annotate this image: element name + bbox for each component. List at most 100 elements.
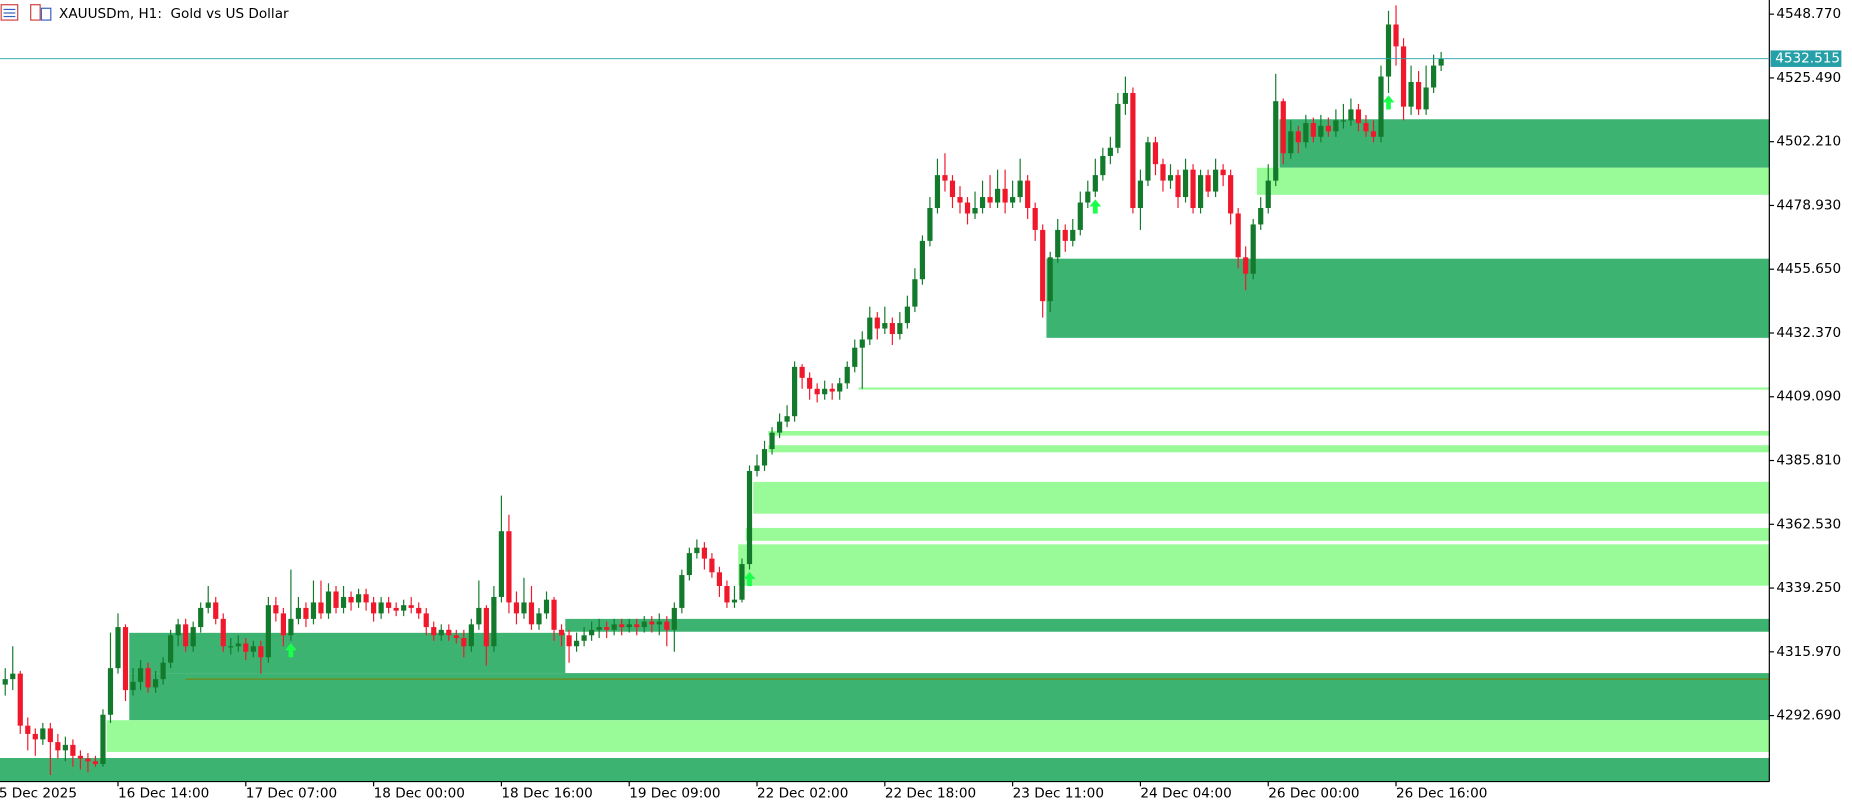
candle-body xyxy=(318,602,324,614)
toolbar-icons xyxy=(0,4,52,21)
candle-body xyxy=(1040,229,1046,302)
candle-body xyxy=(664,621,670,630)
candle-body xyxy=(461,638,467,647)
candle-body xyxy=(837,383,843,392)
candle-body xyxy=(589,629,595,636)
x-tick-label: 18 Dec 16:00 xyxy=(501,785,592,801)
candle-body xyxy=(1047,257,1053,302)
candle-body xyxy=(453,635,459,639)
y-tick-label: 4385.810 xyxy=(1776,453,1841,469)
zone xyxy=(738,544,1770,586)
candle-body xyxy=(220,618,226,647)
candle-body xyxy=(1431,65,1437,88)
candle-body xyxy=(882,323,888,329)
candle-body xyxy=(483,607,489,647)
candle-body xyxy=(408,605,414,608)
candle-body xyxy=(468,624,474,647)
candle-body xyxy=(280,613,286,636)
candle-body xyxy=(1167,175,1174,181)
candle-body xyxy=(1378,76,1384,137)
candle-body xyxy=(573,640,580,647)
candle-body xyxy=(686,553,692,576)
candle-body xyxy=(731,599,738,603)
candle-body xyxy=(431,627,437,636)
candle-body xyxy=(498,531,505,597)
candle-body xyxy=(506,531,512,603)
y-tick-label: 4409.090 xyxy=(1776,389,1841,405)
y-tick-label: 4478.930 xyxy=(1776,197,1841,213)
y-tick-label: 4432.370 xyxy=(1776,325,1841,341)
candle-body xyxy=(1137,180,1144,209)
candle-body xyxy=(423,613,429,628)
candle-body xyxy=(1280,101,1286,154)
candle-body xyxy=(634,624,640,628)
zone xyxy=(1279,119,1770,168)
candle-body xyxy=(1243,257,1249,274)
candle-body xyxy=(829,388,835,392)
candle-body xyxy=(17,673,23,726)
candle-body xyxy=(799,366,805,378)
zone xyxy=(753,481,1770,514)
x-tick-label: 22 Dec 02:00 xyxy=(757,785,848,801)
candle-body xyxy=(716,572,723,586)
candle-body xyxy=(1213,169,1219,192)
candle-body xyxy=(1363,123,1369,132)
buy-signal xyxy=(1382,95,1395,110)
candle-body xyxy=(175,624,181,636)
y-tick-label: 4362.530 xyxy=(1776,516,1841,532)
candle-body xyxy=(77,755,84,759)
x-tick-label: 15 Dec 2025 xyxy=(0,785,77,801)
candle-body xyxy=(355,594,362,603)
candle-body xyxy=(393,607,399,611)
icon xyxy=(0,4,19,21)
candle-body xyxy=(491,596,497,647)
candle-body xyxy=(1333,120,1339,132)
candle-body xyxy=(85,758,91,762)
candle-body xyxy=(919,240,926,280)
candle-body xyxy=(611,624,617,630)
candle-body xyxy=(160,662,166,680)
candle-body xyxy=(363,594,369,603)
candle-body xyxy=(2,679,8,685)
candle-body xyxy=(446,629,452,636)
candle-body xyxy=(1130,92,1136,209)
candle-body xyxy=(987,197,993,203)
candle-body xyxy=(1055,229,1061,258)
y-tick-label: 4502.210 xyxy=(1776,134,1841,150)
candle-body xyxy=(1340,120,1347,122)
zone xyxy=(745,527,1770,541)
candle-body xyxy=(709,558,715,573)
x-tick-label: 16 Dec 14:00 xyxy=(118,785,209,801)
candle-body xyxy=(814,388,820,395)
candle-body xyxy=(927,208,933,241)
x-tick-label: 24 Dec 04:00 xyxy=(1140,785,1231,801)
candle-body xyxy=(273,605,279,614)
y-tick-label: 4548.770 xyxy=(1776,6,1841,22)
candle-body xyxy=(746,470,753,565)
x-tick-label: 26 Dec 00:00 xyxy=(1268,785,1359,801)
candle-body xyxy=(1295,131,1301,143)
last-price-box xyxy=(1770,50,1842,67)
candle-body xyxy=(581,635,587,641)
candle-body xyxy=(1265,180,1271,209)
candle-body xyxy=(724,585,730,603)
candle-body xyxy=(994,188,1001,203)
candle-body xyxy=(957,197,963,203)
zone xyxy=(1256,167,1770,195)
icon xyxy=(30,4,41,21)
zone xyxy=(0,758,1770,782)
candle-body xyxy=(874,317,880,329)
candle-body xyxy=(694,547,700,554)
candle-body xyxy=(243,643,249,652)
candle-body xyxy=(32,733,38,740)
candle-body xyxy=(784,416,790,422)
candle-body xyxy=(40,728,46,740)
candle-body xyxy=(258,646,264,658)
candle-body xyxy=(1107,147,1113,156)
candle-body xyxy=(641,621,647,628)
candle-body xyxy=(521,602,527,614)
candle-body xyxy=(1010,197,1016,203)
candle-body xyxy=(679,575,685,608)
candle-body xyxy=(972,208,978,214)
candle-body xyxy=(1025,180,1031,209)
